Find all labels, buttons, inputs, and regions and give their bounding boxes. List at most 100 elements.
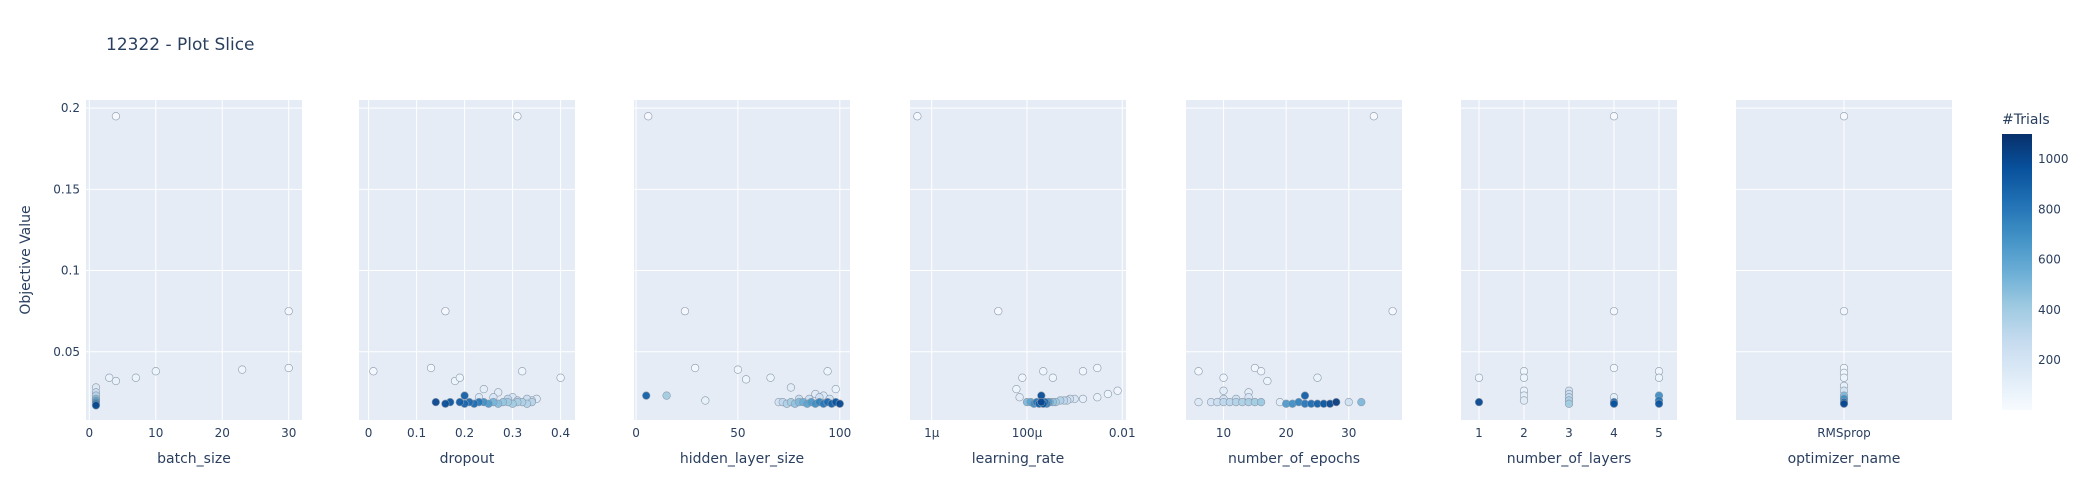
data-point[interactable] bbox=[111, 112, 121, 121]
data-point[interactable] bbox=[460, 391, 469, 400]
x-tick-label: 0 bbox=[86, 426, 94, 440]
data-point[interactable] bbox=[680, 307, 690, 316]
data-point[interactable] bbox=[455, 373, 464, 382]
data-point[interactable] bbox=[111, 376, 121, 386]
data-point[interactable] bbox=[1344, 398, 1353, 407]
x-tick-label: 30 bbox=[1341, 426, 1356, 440]
data-point[interactable] bbox=[1313, 373, 1322, 382]
data-point[interactable] bbox=[1654, 373, 1664, 382]
data-point[interactable] bbox=[105, 373, 114, 382]
data-point[interactable] bbox=[1474, 373, 1484, 382]
data-point[interactable] bbox=[1093, 393, 1102, 402]
data-point[interactable] bbox=[835, 399, 844, 408]
data-point[interactable] bbox=[131, 373, 140, 382]
data-point[interactable] bbox=[1369, 112, 1378, 121]
data-point[interactable] bbox=[1048, 373, 1057, 382]
panel-batch_size: 0 10 20 30 batch_size bbox=[86, 100, 302, 467]
data-point[interactable] bbox=[1474, 398, 1484, 407]
data-point[interactable] bbox=[1015, 393, 1024, 402]
y-tick-label: 0.15 bbox=[53, 182, 80, 196]
data-point[interactable] bbox=[1037, 398, 1046, 407]
data-point[interactable] bbox=[766, 373, 775, 382]
data-point[interactable] bbox=[1300, 391, 1310, 400]
data-point[interactable] bbox=[1839, 307, 1849, 316]
data-point[interactable] bbox=[369, 367, 378, 376]
data-point[interactable] bbox=[426, 363, 436, 373]
colorbar-tick-label: 200 bbox=[2038, 353, 2061, 367]
data-point[interactable] bbox=[518, 367, 527, 376]
data-point[interactable] bbox=[441, 399, 450, 408]
data-point[interactable] bbox=[691, 363, 700, 373]
x-tick-label: 3 bbox=[1565, 426, 1573, 440]
data-point[interactable] bbox=[556, 373, 565, 382]
data-point[interactable] bbox=[1519, 396, 1529, 405]
data-point[interactable] bbox=[1609, 363, 1619, 373]
data-point[interactable] bbox=[733, 365, 743, 374]
y-tick-label: 0.2 bbox=[61, 101, 80, 115]
plot-background bbox=[910, 100, 1126, 420]
colorbar-tick-label: 400 bbox=[2038, 303, 2061, 317]
data-point[interactable] bbox=[238, 365, 247, 374]
data-point[interactable] bbox=[831, 385, 840, 394]
data-point[interactable] bbox=[994, 307, 1003, 316]
data-point[interactable] bbox=[1388, 307, 1397, 316]
data-point[interactable] bbox=[151, 367, 160, 376]
data-point[interactable] bbox=[1039, 367, 1048, 376]
data-point[interactable] bbox=[1332, 398, 1341, 407]
data-point[interactable] bbox=[513, 112, 522, 121]
data-point[interactable] bbox=[1194, 398, 1203, 407]
x-axis-title: number_of_epochs bbox=[1228, 451, 1360, 467]
x-axis-title: learning_rate bbox=[972, 451, 1065, 467]
x-tick-label: 0.2 bbox=[455, 426, 474, 440]
data-point[interactable] bbox=[1257, 398, 1266, 407]
data-point[interactable] bbox=[1654, 399, 1664, 408]
data-point[interactable] bbox=[1609, 307, 1619, 316]
data-point[interactable] bbox=[1093, 363, 1102, 373]
data-point[interactable] bbox=[1257, 367, 1266, 376]
data-point[interactable] bbox=[642, 391, 651, 400]
colorbar-tick-label: 600 bbox=[2038, 253, 2061, 267]
data-point[interactable] bbox=[1263, 376, 1272, 386]
data-point[interactable] bbox=[1609, 112, 1619, 121]
data-point[interactable] bbox=[91, 401, 101, 410]
x-tick-label: 5 bbox=[1655, 426, 1663, 440]
data-point[interactable] bbox=[494, 388, 503, 397]
data-point[interactable] bbox=[1609, 399, 1619, 408]
data-point[interactable] bbox=[1103, 389, 1112, 399]
data-point[interactable] bbox=[1018, 373, 1027, 382]
data-point[interactable] bbox=[1012, 385, 1021, 394]
data-point[interactable] bbox=[284, 307, 293, 316]
x-tick-label: 50 bbox=[730, 426, 745, 440]
data-point[interactable] bbox=[913, 112, 922, 121]
x-tick-label: 20 bbox=[215, 426, 230, 440]
data-point[interactable] bbox=[1194, 367, 1203, 376]
data-point[interactable] bbox=[1839, 399, 1849, 408]
data-point[interactable] bbox=[741, 375, 751, 384]
data-point[interactable] bbox=[479, 385, 488, 394]
data-point[interactable] bbox=[431, 398, 440, 407]
x-tick-label: 2 bbox=[1520, 426, 1528, 440]
x-tick-label: 0.4 bbox=[551, 426, 570, 440]
plot-background bbox=[86, 100, 302, 420]
data-point[interactable] bbox=[644, 112, 653, 121]
data-point[interactable] bbox=[1519, 373, 1529, 382]
data-point[interactable] bbox=[1564, 399, 1574, 408]
data-point[interactable] bbox=[284, 363, 293, 373]
data-point[interactable] bbox=[1078, 367, 1088, 376]
x-axis-title: number_of_layers bbox=[1507, 451, 1632, 467]
data-point[interactable] bbox=[455, 398, 464, 407]
data-point[interactable] bbox=[441, 307, 450, 316]
data-point[interactable] bbox=[1357, 398, 1366, 407]
data-point[interactable] bbox=[662, 391, 671, 400]
data-point[interactable] bbox=[701, 396, 710, 405]
data-point[interactable] bbox=[1219, 373, 1228, 382]
data-point[interactable] bbox=[1839, 373, 1849, 382]
data-point[interactable] bbox=[823, 367, 832, 376]
data-point[interactable] bbox=[786, 383, 796, 392]
data-point[interactable] bbox=[1078, 394, 1088, 403]
data-point[interactable] bbox=[1839, 112, 1849, 121]
x-tick-label: 100 bbox=[828, 426, 851, 440]
x-tick-label: 30 bbox=[281, 426, 296, 440]
data-point[interactable] bbox=[1113, 386, 1122, 395]
data-point[interactable] bbox=[1219, 386, 1228, 395]
